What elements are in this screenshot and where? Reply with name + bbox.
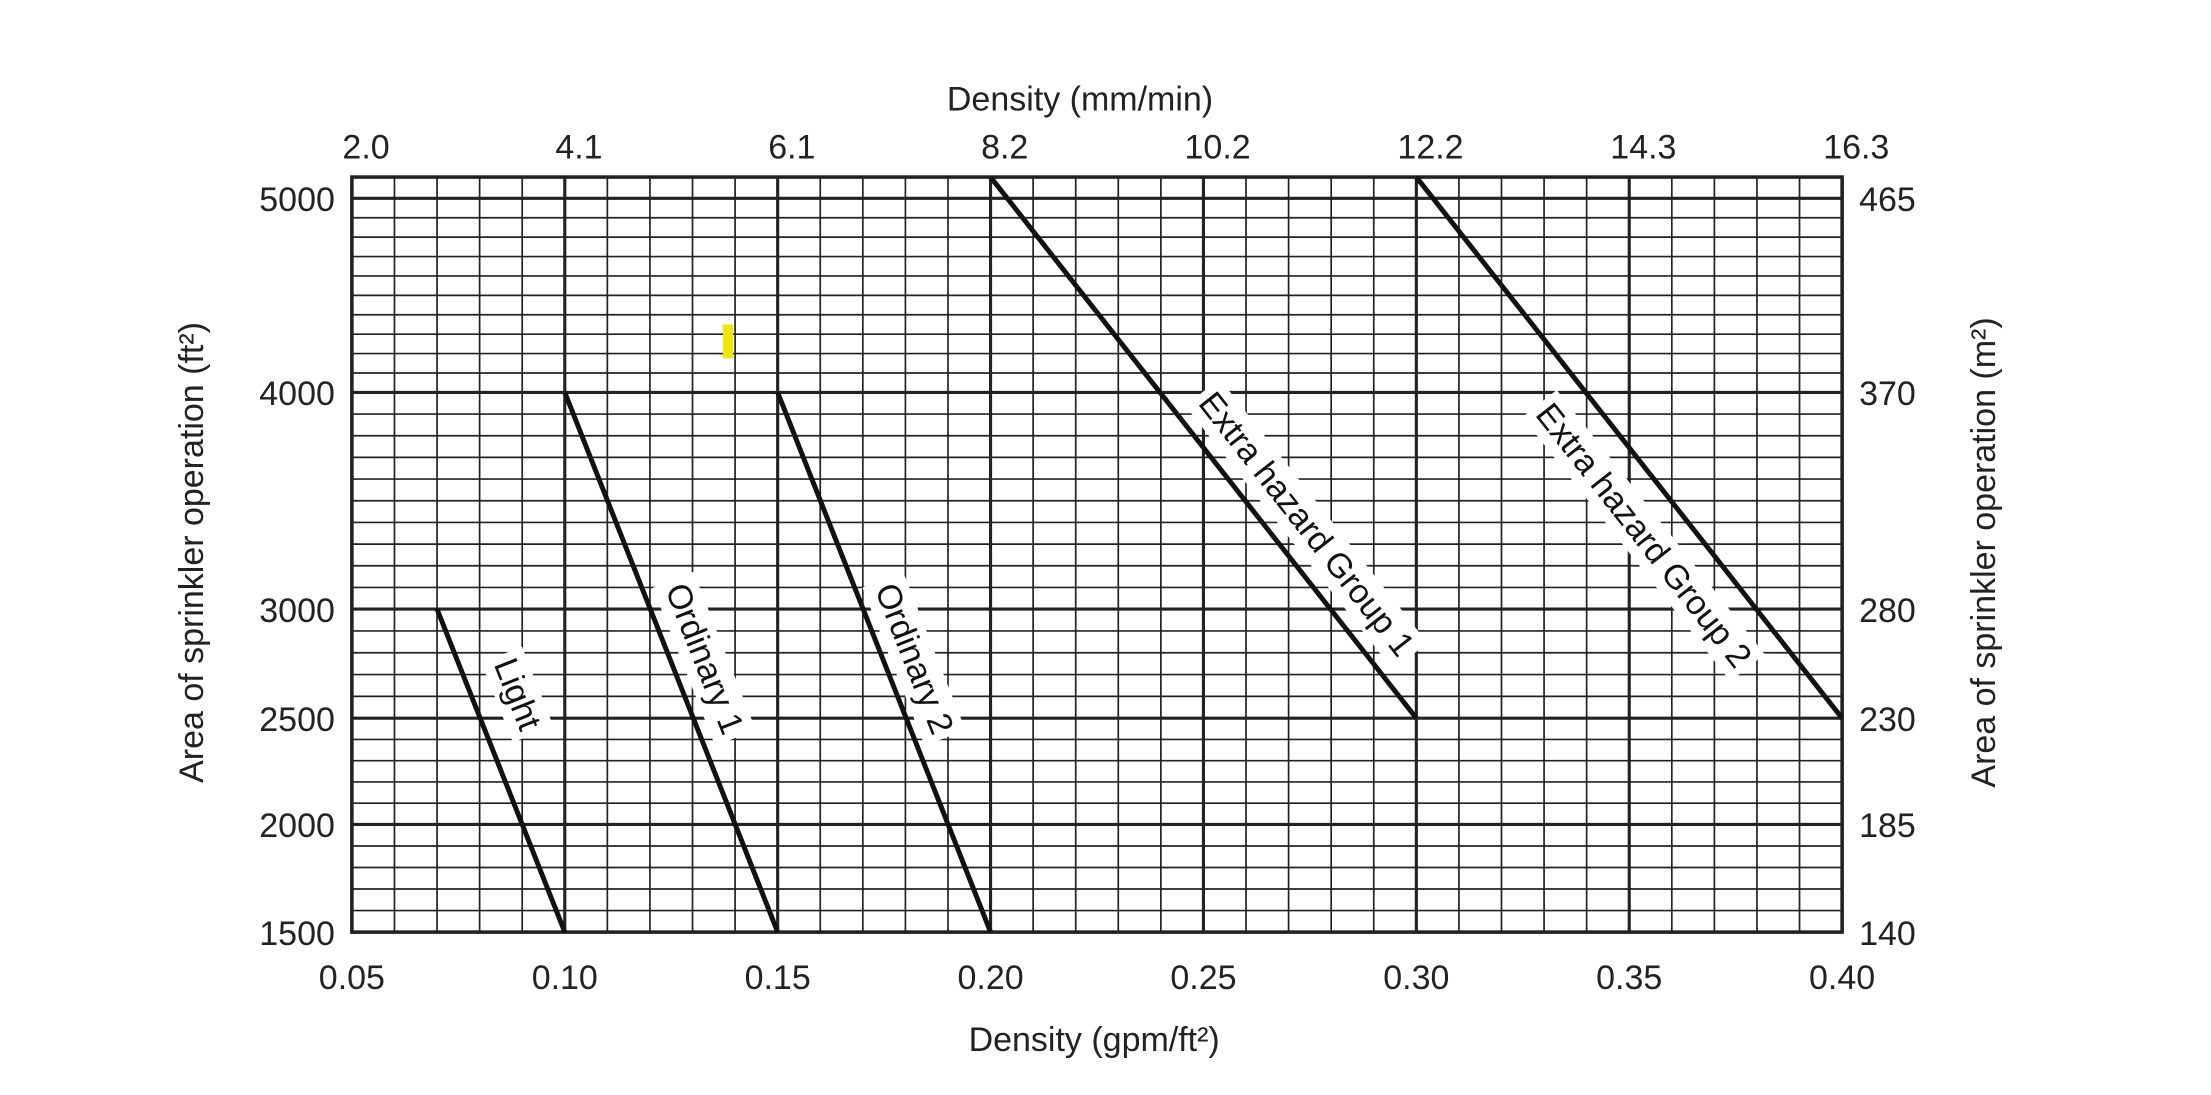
top-x-tick-label: 12.2 <box>1397 129 1463 167</box>
y-tick-label: 4000 <box>259 375 335 413</box>
series-label-group: Light <box>481 646 554 743</box>
y-tick-label: 2000 <box>259 807 335 845</box>
series-label-background <box>1522 390 1765 682</box>
x-tick-label: 0.25 <box>1170 959 1236 997</box>
top-x-tick-label: 8.2 <box>981 129 1028 167</box>
series-line-extra-hazard-group-1 <box>988 175 1419 720</box>
y-tick-label: 3000 <box>259 592 335 630</box>
series-label-background <box>862 571 966 746</box>
series-label: Extra hazard Group 2 <box>1528 396 1759 675</box>
top-x-tick-label: 16.3 <box>1823 129 1889 167</box>
top-axis-label: Density (mm/min) <box>947 80 1213 118</box>
top-x-tick-label: 4.1 <box>555 129 602 167</box>
y-tick-label: 5000 <box>259 181 335 219</box>
right-y-tick-label: 140 <box>1859 915 1916 953</box>
series-label: Extra hazard Group 1 <box>1191 385 1422 664</box>
y-tick-label: 2500 <box>259 701 335 739</box>
x-tick-label: 0.35 <box>1596 959 1662 997</box>
x-tick-label: 0.20 <box>957 959 1023 997</box>
tick-labels: 0.05 2.0 0.10 4.1 0.15 6.1 0.20 8.2 0.25 10.2 0.30… <box>259 129 1916 997</box>
highlight-mark <box>723 324 733 359</box>
right-y-tick-label: 185 <box>1859 807 1916 845</box>
right-y-tick-label: 230 <box>1859 701 1916 739</box>
y-axis-label: Area of sprinkler operation (ft²) <box>173 322 211 783</box>
series-label-group: Extra hazard Group 2 <box>1522 390 1765 682</box>
plot-frame <box>350 175 1844 934</box>
series-line-light <box>434 608 568 934</box>
series-label-group: Ordinary 2 <box>862 571 966 746</box>
series-line-ordinary-2 <box>775 391 993 934</box>
x-tick-label: 0.40 <box>1809 959 1875 997</box>
top-x-tick-label: 14.3 <box>1610 129 1676 167</box>
right-y-tick-label: 465 <box>1859 181 1916 219</box>
top-x-tick-label: 6.1 <box>768 129 815 167</box>
x-tick-label: 0.10 <box>532 959 598 997</box>
right-y-tick-label: 370 <box>1859 375 1916 413</box>
series-line-extra-hazard-group-2 <box>1414 175 1845 720</box>
x-axis-label: Density (gpm/ft²) <box>969 1021 1220 1059</box>
x-tick-label: 0.30 <box>1383 959 1449 997</box>
series-label-background <box>481 646 554 743</box>
right-y-axis-label: Area of sprinkler operation (m²) <box>1965 317 2003 787</box>
grid <box>350 175 1844 934</box>
series-label-group: Extra hazard Group 1 <box>1185 378 1428 670</box>
series-line-ordinary-1 <box>562 391 780 934</box>
x-tick-label: 0.05 <box>319 959 385 997</box>
series-lines <box>434 175 1845 934</box>
series-labels: Light Ordinary 1 Ordinary 2 Extra hazard Gr… <box>481 378 1765 746</box>
x-tick-label: 0.15 <box>745 959 811 997</box>
top-x-tick-label: 2.0 <box>342 129 389 167</box>
right-y-tick-label: 280 <box>1859 592 1916 630</box>
y-tick-label: 1500 <box>259 915 335 953</box>
series-label-background <box>652 571 756 746</box>
series-label-background <box>1185 378 1428 670</box>
top-x-tick-label: 10.2 <box>1185 129 1251 167</box>
